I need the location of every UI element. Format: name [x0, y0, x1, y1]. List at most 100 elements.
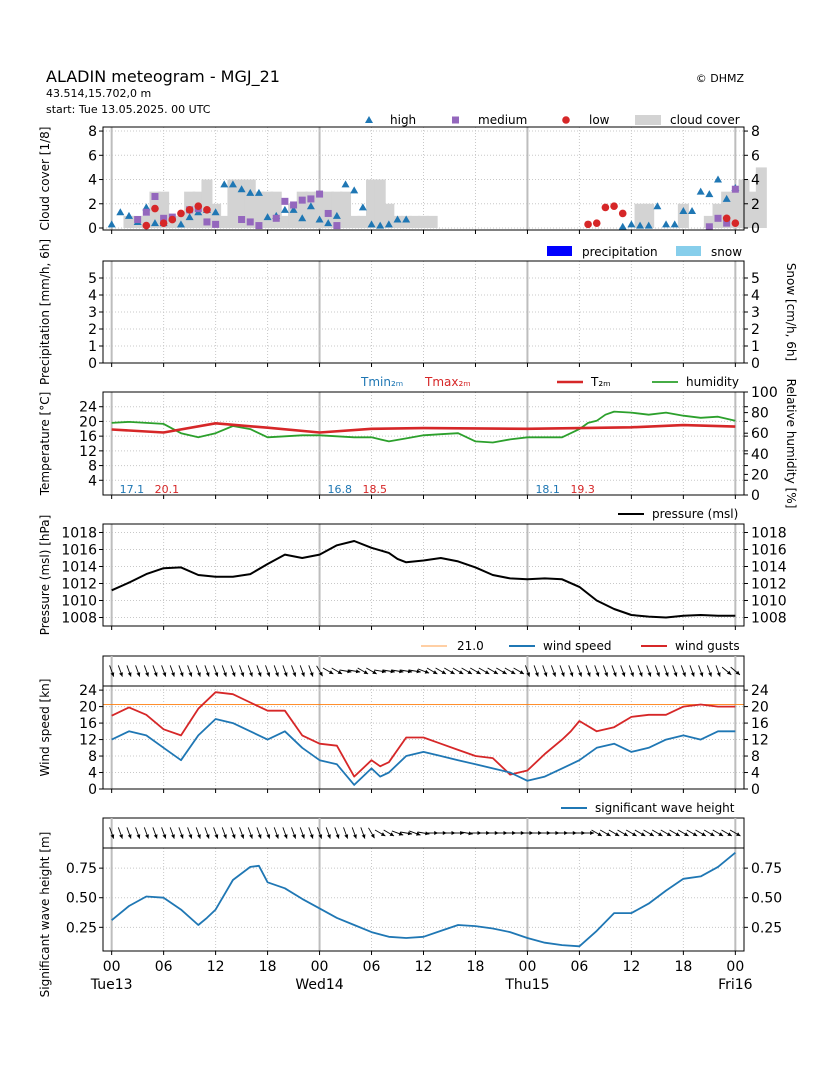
cloud-y-tick-label: 6 [88, 148, 97, 164]
wind-direction-arrow-head [552, 672, 556, 677]
wind-direction-arrow-head [450, 670, 455, 674]
cloud-bar [729, 191, 741, 228]
wave-direction-arrow-head [684, 832, 689, 836]
wind-y-tick-label-right: 24 [751, 683, 769, 699]
x-hour-label: 12 [415, 959, 433, 975]
x-hour-label: 18 [259, 959, 277, 975]
wave-height-line [111, 852, 736, 948]
medium-cloud-point [151, 192, 159, 200]
wave-y-tick-label-right: 0.50 [751, 891, 782, 907]
high-cloud-point [670, 220, 679, 228]
cloud-bar [348, 215, 360, 228]
wind-direction-arrow-head [318, 671, 323, 677]
wave-direction-arrow-head [692, 832, 698, 836]
wind-direction-panel [102, 655, 745, 687]
low-cloud-point [722, 214, 731, 223]
wind-direction-arrow-head [337, 670, 343, 674]
pressure-y-tick-label: 1012 [61, 577, 97, 593]
wind-direction-arrow-head [355, 669, 361, 674]
precip-y-tick-label-right: 0 [751, 356, 760, 372]
wave-direction-arrow-head [179, 834, 184, 839]
wind-direction-arrow-head [153, 672, 158, 677]
wind-direction-arrow-head [484, 670, 490, 674]
daily-tmin: 16.8 [328, 483, 353, 496]
cloud-bar [409, 215, 421, 228]
wind-y-tick-label-right: 0 [751, 782, 760, 798]
legend-reference-label: 21.0 [457, 639, 484, 653]
low-cloud-point [159, 219, 168, 227]
wind-y-tick-label: 16 [79, 716, 97, 732]
high-cloud-point [142, 203, 151, 211]
temp-y-tick-label: 20 [79, 414, 97, 430]
wind-direction-arrow-head [231, 672, 236, 677]
wind-direction-arrow-head [519, 670, 524, 674]
wave-direction-arrow-head [162, 834, 167, 839]
pressure-y-tick-label-right: 1016 [751, 543, 787, 559]
medium-cloud-point [307, 195, 315, 203]
legend-wind-gusts-label: wind gusts [675, 639, 740, 653]
high-cloud-point [662, 220, 671, 228]
pressure-y-tick-label-right: 1010 [751, 594, 787, 610]
wave-direction-arrow-head [110, 834, 115, 839]
humidity-tick-label: 60 [751, 426, 769, 442]
wind-y-tick-label-right: 20 [751, 700, 769, 716]
medium-cloud-point [333, 222, 341, 230]
cloud-cover-panel: 0 0 2 2 4 4 6 6 8 8 Cloud cover [1/8] high medium low… [38, 113, 767, 237]
wind-direction-arrow-head [476, 670, 481, 674]
cloud-bar [158, 191, 170, 228]
wind-direction-arrow-head [621, 672, 626, 677]
cloud-bar [340, 191, 352, 228]
wind-y-tick-label-right: 4 [751, 766, 760, 782]
wave-direction-arrow-head [214, 834, 219, 839]
high-cloud-point [289, 205, 298, 213]
high-cloud-point [627, 220, 636, 228]
wave-direction-arrow-head [249, 834, 253, 839]
wind-direction-arrow-head [301, 672, 305, 677]
daily-tmax: 19.3 [570, 483, 595, 496]
cloud-bar [426, 215, 438, 228]
wind-y-tick-label: 20 [79, 700, 97, 716]
wind-direction-arrow-head [292, 672, 297, 677]
cloud-bar [643, 203, 655, 228]
wave-direction-arrow-head [171, 834, 175, 839]
high-cloud-point [367, 220, 376, 228]
medium-cloud-point [134, 216, 142, 224]
wave-direction-arrow-head [666, 832, 672, 836]
wave-direction-arrow-head [370, 833, 375, 839]
high-cloud-point [246, 188, 255, 196]
cloud-bar [253, 191, 265, 228]
high-cloud-point [124, 211, 133, 219]
humidity-tick-label: 80 [751, 406, 769, 422]
wave-direction-arrow-head [606, 832, 611, 836]
wave-direction-arrow-head [301, 834, 305, 839]
wave-direction-arrow-head [398, 831, 404, 836]
precip-y-tick-label-right: 2 [751, 322, 760, 338]
pressure-y-tick-label: 1016 [61, 543, 97, 559]
precip-y-tick-label-right: 5 [751, 271, 760, 287]
wind-direction-arrow-head [179, 672, 184, 677]
copyright: © DHMZ [696, 72, 745, 85]
medium-cloud-point [212, 220, 220, 228]
high-cloud-point [211, 208, 220, 216]
cloud-bar [357, 215, 369, 228]
wind-gusts-line [111, 691, 736, 778]
cloud-y-tick-label-right: 0 [751, 221, 760, 237]
wind-direction-arrow-head [205, 672, 210, 677]
pressure-y-tick-label: 1008 [61, 611, 97, 627]
humidity-tick-label: 0 [751, 488, 760, 504]
wave-y-tick-label-right: 0.25 [751, 920, 782, 936]
legend-cloud-label: cloud cover [670, 113, 740, 127]
cloud-bar [218, 215, 230, 228]
temp-y-tick-label: 12 [79, 444, 97, 460]
medium-cloud-point [142, 208, 150, 216]
low-cloud-point [151, 204, 159, 213]
wind-speed-line [111, 718, 736, 786]
x-hour-label: 06 [571, 959, 589, 975]
wind-direction-arrow-head [699, 672, 704, 677]
cloud-bar [677, 203, 689, 228]
pressure-y-tick-label-right: 1014 [751, 560, 787, 576]
high-cloud-point [150, 219, 159, 227]
wind-y-tick-label-right: 16 [751, 716, 769, 732]
